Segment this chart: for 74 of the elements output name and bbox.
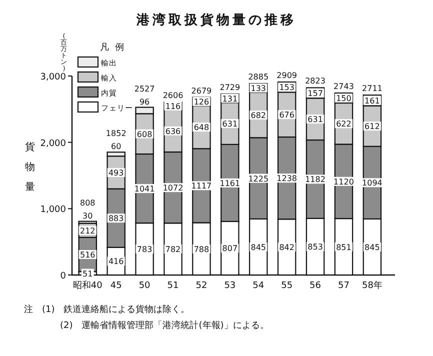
data-label: 608 xyxy=(136,130,152,139)
total-label: 808 xyxy=(80,198,96,208)
data-label: 845 xyxy=(250,242,266,252)
total-label: 2679 xyxy=(191,86,212,96)
data-label: 1041 xyxy=(134,184,155,194)
total-label: 2729 xyxy=(220,82,240,92)
data-label: 150 xyxy=(336,94,352,104)
x-tick-label: 57 xyxy=(338,281,350,291)
total-label: 2527 xyxy=(134,84,155,94)
y-tick-label: 0 xyxy=(60,272,66,282)
x-tick-label: 51 xyxy=(167,281,179,291)
text: 注 (1) 鉄道連絡船による貨物は除く。 xyxy=(24,304,190,315)
data-label: 493 xyxy=(108,168,124,178)
data-label: 96 xyxy=(139,97,150,106)
data-label: 1161 xyxy=(220,178,240,188)
total-label: 2823 xyxy=(305,76,326,86)
y-axis-title: 貨物量 xyxy=(25,141,35,193)
data-label: 682 xyxy=(250,111,266,120)
data-label: 783 xyxy=(136,245,152,254)
legend-title: 凡例 xyxy=(100,42,130,53)
data-label: 883 xyxy=(108,214,124,224)
data-label: 1182 xyxy=(305,175,326,184)
data-label: 153 xyxy=(279,83,294,92)
x-tick-label: 54 xyxy=(252,281,264,291)
data-label: 612 xyxy=(364,122,380,132)
total-label: 2711 xyxy=(362,84,382,94)
total-label: 2885 xyxy=(248,72,269,82)
data-label: 161 xyxy=(364,96,380,106)
chart-title: 港湾取扱貨物量の推移 xyxy=(136,12,296,28)
total-label: 2743 xyxy=(334,82,354,92)
x-tick-label: 55 xyxy=(281,281,293,291)
x-tick-label: 45 xyxy=(110,281,122,291)
x-tick-label: 53 xyxy=(224,281,236,291)
data-label: 131 xyxy=(222,94,238,104)
x-tick-label: 52 xyxy=(196,281,208,291)
data-label: 845 xyxy=(364,242,380,252)
text: (2) 運輸省情報管理部「港湾統計(年報)」による。 xyxy=(60,320,269,331)
total-label: 1852 xyxy=(106,129,126,138)
data-label: 676 xyxy=(279,110,294,120)
data-label: 212 xyxy=(80,226,96,236)
data-label: 116 xyxy=(165,102,181,111)
y-tick-label: 3,000 xyxy=(40,72,66,82)
data-label: 416 xyxy=(108,257,124,266)
data-label: 516 xyxy=(80,250,96,260)
data-label: 133 xyxy=(250,84,266,94)
total-label: 2909 xyxy=(276,71,298,80)
data-label: 636 xyxy=(165,126,181,136)
x-tick-label: 58年 xyxy=(362,280,382,291)
data-label: 1072 xyxy=(162,184,184,193)
data-label: 788 xyxy=(194,244,210,254)
data-label: 807 xyxy=(222,244,238,254)
data-label: 782 xyxy=(165,245,181,254)
data-label: 851 xyxy=(336,242,352,252)
y-tick-label: 1,000 xyxy=(40,205,66,216)
total-label: 2606 xyxy=(162,91,184,100)
x-tick-label: 56 xyxy=(310,281,322,291)
x-tick-label: 昭和40 xyxy=(72,280,103,291)
data-label: 30 xyxy=(82,211,93,220)
data-label: 1094 xyxy=(362,178,382,188)
data-label: 1117 xyxy=(191,182,212,191)
data-label: 1225 xyxy=(248,174,269,184)
data-label: 1120 xyxy=(334,177,354,186)
data-label: 1238 xyxy=(276,174,298,184)
data-label: 842 xyxy=(279,243,294,252)
x-tick-label: 50 xyxy=(138,281,151,291)
data-label: 126 xyxy=(194,97,210,106)
data-label: 648 xyxy=(194,123,210,132)
data-label: 631 xyxy=(222,120,238,129)
data-label: 622 xyxy=(336,120,352,129)
y-tick-label: 2,000 xyxy=(40,138,66,149)
data-label: 60 xyxy=(111,142,122,152)
data-label: 853 xyxy=(308,242,323,252)
data-label: 157 xyxy=(308,88,323,98)
data-label: 631 xyxy=(308,115,323,124)
